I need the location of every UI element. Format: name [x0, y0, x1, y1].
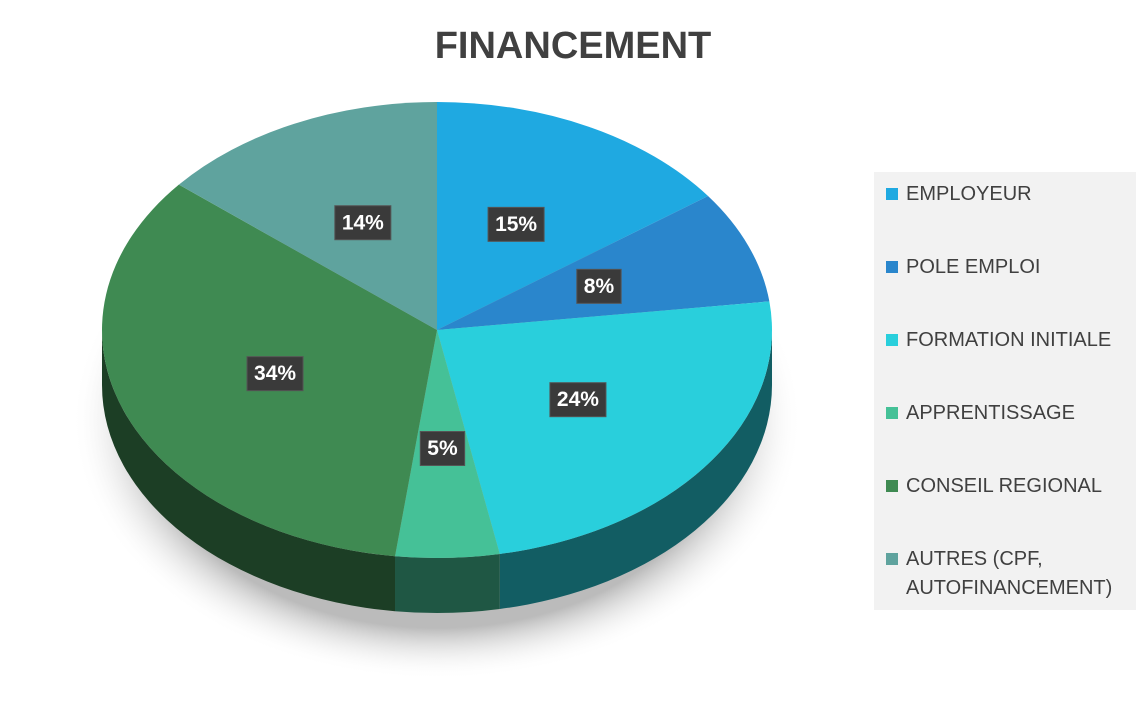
data-label-group: 5%	[419, 431, 466, 467]
data-label: 5%	[427, 437, 458, 460]
slice	[437, 102, 709, 330]
data-label: 15%	[495, 213, 537, 236]
legend-label: EMPLOYEUR	[906, 183, 1032, 205]
chart-title: FINANCEMENT	[435, 25, 712, 67]
slice-side	[499, 330, 772, 609]
legend-label: APPRENTISSAGE	[906, 402, 1075, 424]
data-label: 34%	[254, 362, 296, 385]
legend: EMPLOYEUR POLE EMPLOI FORMATION INITIALE AP…	[874, 172, 1136, 610]
data-label-group: 14%	[334, 205, 392, 241]
data-label-box	[419, 431, 466, 467]
data-label-box	[549, 382, 607, 418]
data-label-box	[487, 206, 545, 242]
slice	[437, 301, 772, 554]
legend-swatch	[886, 261, 898, 273]
slice-side	[395, 553, 500, 613]
legend-label: CONSEIL REGIONAL	[906, 475, 1102, 497]
legend-item: FORMATION INITIALE	[886, 326, 1136, 399]
data-label-group: 34%	[246, 356, 304, 392]
legend-label: POLE EMPLOI	[906, 256, 1041, 278]
data-label-box	[576, 268, 622, 304]
data-label-group: 15%	[487, 206, 545, 242]
slice-side	[102, 330, 396, 612]
legend-swatch	[886, 480, 898, 492]
data-label: 14%	[342, 211, 384, 234]
legend-swatch	[886, 334, 898, 346]
legend-item: APPRENTISSAGE	[886, 399, 1136, 472]
legend-swatch	[886, 407, 898, 419]
legend-label: AUTRES (CPF, AUTOFINANCEMENT)	[906, 548, 1113, 599]
data-label-group: 8%	[576, 268, 622, 304]
legend-label: FORMATION INITIALE	[906, 329, 1112, 351]
data-label: 8%	[584, 275, 615, 298]
legend-item: POLE EMPLOI	[886, 253, 1136, 326]
legend-swatch	[886, 553, 898, 565]
legend-item: AUTRES (CPF, AUTOFINANCEMENT)	[886, 545, 1136, 618]
data-label: 24%	[557, 388, 599, 411]
data-label-box	[246, 356, 304, 392]
legend-item: CONSEIL REGIONAL	[886, 472, 1136, 545]
legend-item: EMPLOYEUR	[886, 180, 1136, 253]
data-label-group: 24%	[549, 382, 607, 418]
slice	[437, 195, 770, 330]
slice	[178, 101, 438, 330]
data-label-box	[334, 205, 392, 241]
legend-swatch	[886, 188, 898, 200]
